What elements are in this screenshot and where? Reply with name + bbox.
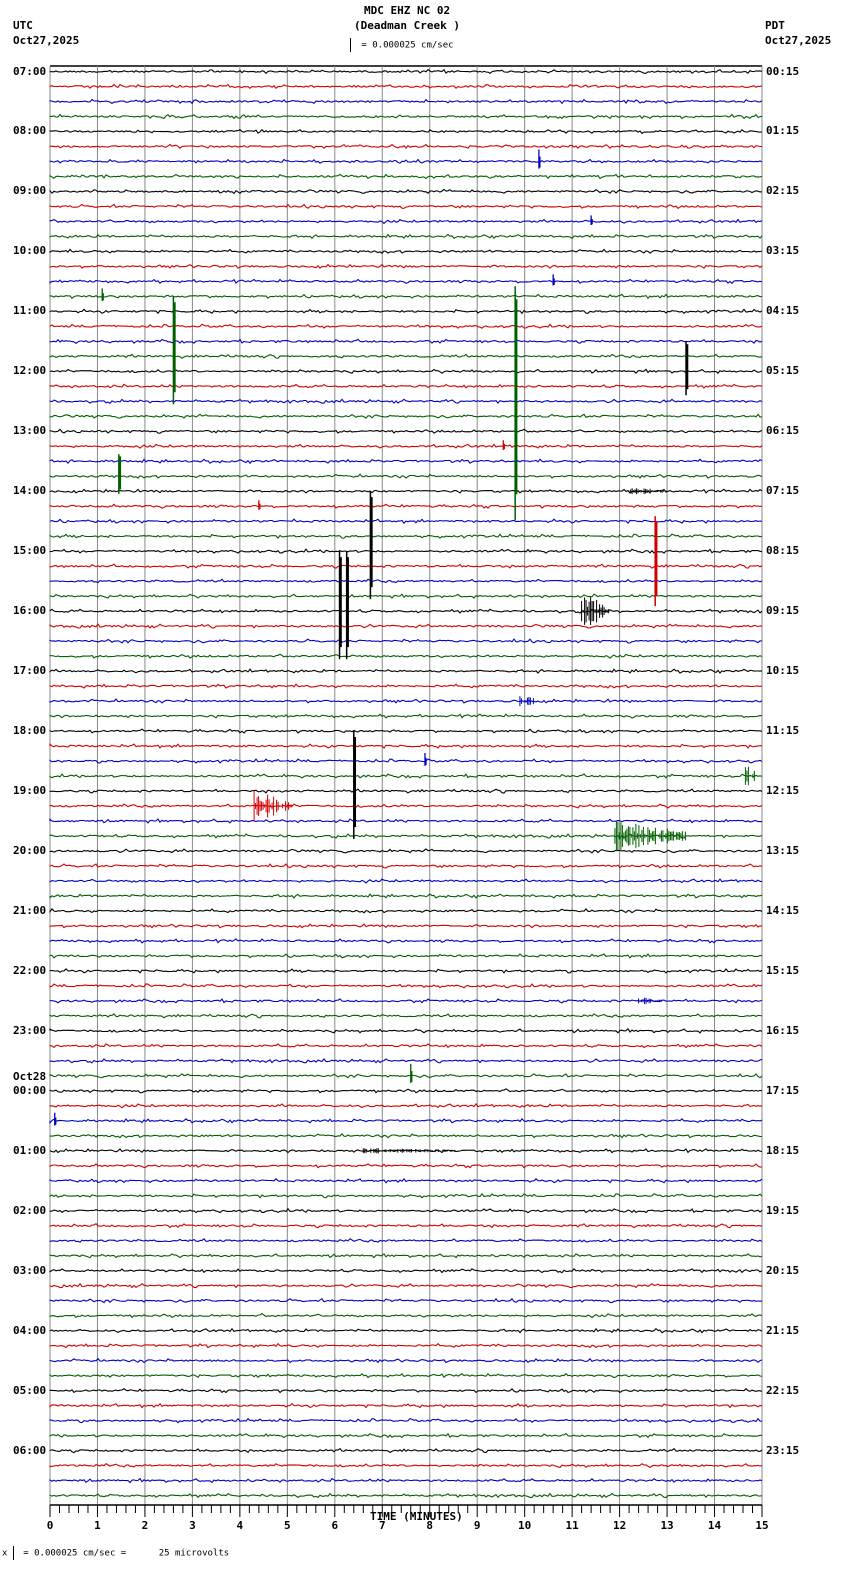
x-tick-label: 14 (708, 1519, 722, 1532)
pdt-hour-label: 12:15 (766, 784, 800, 798)
footer-scale-text: = 0.000025 cm/sec = 25 microvolts (23, 1548, 230, 1559)
utc-hour-label: 05:00 (13, 1383, 47, 1397)
x-tick-label: 12 (613, 1519, 626, 1532)
utc-hour-label: 09:00 (13, 184, 47, 198)
utc-hour-label: 00:00 (13, 1083, 47, 1097)
pdt-hour-label: 08:15 (766, 544, 800, 558)
scale-bar-icon (12, 1546, 18, 1560)
pdt-hour-label: 17:15 (766, 1083, 800, 1097)
pdt-hour-label: 09:15 (766, 604, 800, 618)
utc-hour-label: 18:00 (13, 724, 47, 738)
scale-bar-icon (350, 38, 356, 52)
pdt-hour-label: 21:15 (766, 1323, 800, 1337)
utc-hour-label: 20:00 (13, 843, 47, 857)
utc-hour-label: 14:00 (13, 484, 47, 498)
footer-scale: x = 0.000025 cm/sec = 25 microvolts (2, 1546, 229, 1560)
x-tick-label: 7 (379, 1519, 386, 1532)
pdt-hour-label: 20:15 (766, 1263, 800, 1277)
right-timezone: PDT (765, 19, 785, 32)
utc-hour-label: 15:00 (13, 544, 47, 558)
utc-hour-label: 12:00 (13, 364, 47, 378)
station-title: MDC EHZ NC 02 (364, 4, 451, 17)
x-tick-label: 11 (566, 1519, 580, 1532)
utc-hour-label: 21:00 (13, 903, 47, 917)
x-tick-label: 6 (331, 1519, 338, 1532)
x-tick-label: 2 (142, 1519, 149, 1532)
utc-hour-label: 10:00 (13, 244, 47, 258)
left-date: Oct27,2025 (13, 34, 80, 47)
pdt-hour-label: 07:15 (766, 484, 800, 498)
x-tick-label: 10 (518, 1519, 531, 1532)
right-date: Oct27,2025 (765, 34, 832, 47)
x-axis-title: TIME (MINUTES) (370, 1510, 463, 1523)
utc-hour-label: 22:00 (13, 963, 47, 977)
pdt-hour-label: 01:15 (766, 124, 800, 138)
pdt-hour-label: 03:15 (766, 244, 800, 258)
pdt-hour-label: 11:15 (766, 724, 800, 738)
x-tick-label: 5 (284, 1519, 291, 1532)
utc-hour-label: 06:00 (13, 1443, 47, 1457)
x-tick-label: 1 (94, 1519, 101, 1532)
pdt-hour-label: 02:15 (766, 184, 800, 198)
pdt-hour-label: 06:15 (766, 424, 800, 438)
utc-hour-label: 08:00 (13, 124, 47, 138)
pdt-hour-label: 16:15 (766, 1023, 800, 1037)
x-tick-label: 9 (474, 1519, 481, 1532)
pdt-hour-label: 18:15 (766, 1143, 800, 1157)
utc-hour-label: 19:00 (13, 784, 47, 798)
utc-hour-label: 23:00 (13, 1023, 47, 1037)
pdt-hour-label: 23:15 (766, 1443, 800, 1457)
utc-hour-label: 17:00 (13, 664, 47, 678)
utc-hour-label: 03:00 (13, 1263, 47, 1277)
utc-hour-label: 16:00 (13, 604, 47, 618)
pdt-hour-label: 05:15 (766, 364, 800, 378)
left-timezone: UTC (13, 19, 33, 32)
x-tick-label: 3 (189, 1519, 196, 1532)
pdt-hour-label: 00:15 (766, 64, 800, 78)
station-location: (Deadman Creek ) (354, 19, 460, 32)
x-tick-label: 0 (47, 1519, 54, 1532)
pdt-hour-label: 10:15 (766, 664, 800, 678)
pdt-hour-label: 04:15 (766, 304, 800, 318)
pdt-hour-label: 19:15 (766, 1203, 800, 1217)
pdt-hour-label: 15:15 (766, 963, 800, 977)
footer-prefix: x (2, 1548, 8, 1559)
scale-indicator: = 0.000025 cm/sec (350, 38, 454, 52)
x-tick-label: 8 (426, 1519, 433, 1532)
date-change-label: Oct28 (13, 1069, 47, 1083)
utc-hour-label: 07:00 (13, 64, 47, 78)
scale-text: = 0.000025 cm/sec (361, 40, 454, 51)
x-tick-label: 13 (660, 1519, 673, 1532)
utc-hour-label: 13:00 (13, 424, 47, 438)
x-tick-label: 4 (237, 1519, 244, 1532)
utc-hour-label: 01:00 (13, 1143, 47, 1157)
pdt-hour-label: 14:15 (766, 903, 800, 917)
utc-hour-label: 11:00 (13, 304, 47, 318)
pdt-hour-label: 22:15 (766, 1383, 800, 1397)
utc-hour-label: 04:00 (13, 1323, 47, 1337)
utc-hour-label: 02:00 (13, 1203, 47, 1217)
x-tick-label: 15 (755, 1519, 768, 1532)
pdt-hour-label: 13:15 (766, 843, 800, 857)
